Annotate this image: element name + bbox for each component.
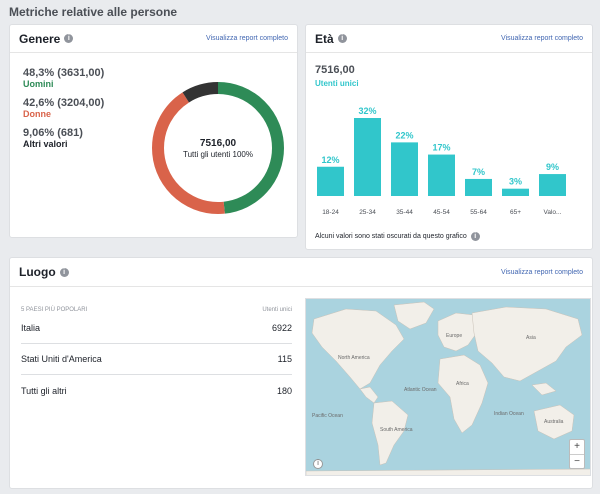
age-total: 7516,00 — [315, 64, 355, 76]
map-zoom-control: + − — [569, 439, 585, 469]
age-bar-label: 12% — [321, 155, 339, 165]
gender-stat-men: 48,3% (3631,00) Uomini — [23, 67, 105, 89]
map-label-asia: Asia — [526, 335, 536, 341]
age-bar-label: 3% — [509, 177, 522, 187]
age-note: Alcuni valori sono stati oscurati da que… — [315, 232, 480, 241]
age-bar-label: 9% — [546, 162, 559, 172]
gender-donut-chart — [152, 82, 284, 214]
age-bar[interactable] — [354, 118, 381, 196]
col-users-header: Utenti unici — [262, 307, 292, 313]
gender-title: Genere i — [19, 32, 74, 46]
age-bar[interactable] — [428, 154, 455, 196]
donut-slice-other[interactable] — [152, 82, 284, 214]
map-label-pacific: Pacific Ocean — [312, 413, 343, 419]
age-bar-label: 7% — [472, 167, 485, 177]
age-bar-label: 22% — [395, 130, 413, 140]
age-bar[interactable] — [317, 166, 344, 196]
age-bar-chart: 12% 18-24 32% 25-34 22% 35-44 17% 45-54 7% 55-64 3… — [317, 106, 566, 216]
map-label-indian: Indian Ocean — [494, 411, 524, 417]
age-bar-label: 32% — [358, 106, 376, 116]
location-card-header: Luogo i Visualizza report completo — [10, 258, 592, 287]
age-tick-label: 65+ — [510, 209, 521, 216]
world-map[interactable]: North America South America Atlantic Oce… — [305, 298, 591, 476]
location-report-link[interactable]: Visualizza report completo — [501, 268, 583, 276]
gender-card: Genere i Visualizza report completo 48,3%… — [9, 24, 298, 238]
age-tick-label: 55-64 — [470, 209, 487, 216]
age-card: Età i Visualizza report completo 7516,00 … — [305, 24, 593, 250]
gender-donut: 7516,00 Tutti gli utenti 100% — [150, 80, 286, 216]
age-tick-label: Valo... — [544, 209, 562, 216]
gender-card-header: Genere i Visualizza report completo — [10, 25, 297, 53]
donut-slice-women[interactable] — [152, 82, 284, 214]
gender-stats: 48,3% (3631,00) Uomini 42,6% (3204,00) D… — [23, 67, 104, 157]
age-tick-label: 18-24 — [322, 209, 339, 216]
table-row: Stati Uniti d'America 115 — [21, 344, 292, 375]
gender-stat-women: 42,6% (3204,00) Donne — [23, 97, 105, 119]
info-icon[interactable]: i — [337, 34, 347, 43]
zoom-out-button[interactable]: − — [570, 454, 584, 468]
age-bar[interactable] — [465, 178, 492, 196]
location-title: Luogo i — [19, 265, 69, 279]
gender-stat-other: 9,06% (681) Altri valori — [23, 127, 83, 149]
map-label-africa: Africa — [456, 381, 469, 387]
info-icon[interactable]: i — [64, 34, 74, 43]
location-card: Luogo i Visualizza report completo 5 PAES… — [9, 257, 593, 489]
table-row: Tutti gli altri 180 — [21, 385, 292, 396]
map-label-north-america: North America — [338, 355, 370, 361]
map-label-europe: Europe — [446, 333, 462, 339]
info-icon[interactable]: i — [59, 267, 69, 277]
age-tick-label: 25-34 — [359, 209, 376, 216]
map-label-australia: Australia — [544, 419, 564, 425]
zoom-in-button[interactable]: + — [574, 441, 580, 452]
location-column-headers: 5 PAESI PIÙ POPOLARI Utenti unici — [21, 307, 292, 313]
col-country-header: 5 PAESI PIÙ POPOLARI — [21, 307, 88, 313]
age-card-header: Età i Visualizza report completo — [306, 25, 592, 53]
table-row: Italia 6922 — [21, 313, 292, 344]
age-tick-label: 45-54 — [433, 209, 450, 216]
info-icon[interactable]: i — [470, 232, 480, 241]
age-bar[interactable] — [502, 188, 529, 196]
world-map-graphic: North America South America Atlantic Oce… — [306, 301, 590, 475]
donut-total: 7516,00 — [199, 137, 237, 149]
age-bar-label: 17% — [432, 143, 450, 153]
donut-subtitle: Tutti gli utenti 100% — [183, 149, 253, 159]
age-subtitle: Utenti unici — [315, 79, 359, 88]
age-bar[interactable] — [391, 142, 418, 196]
age-report-link[interactable]: Visualizza report completo — [501, 35, 583, 42]
age-tick-label: 35-44 — [396, 209, 413, 216]
age-title: Età i — [315, 32, 347, 46]
age-bar[interactable] — [539, 174, 566, 196]
map-label-south-america: South America — [380, 427, 413, 433]
gender-report-link[interactable]: Visualizza report completo — [206, 35, 288, 42]
map-info-icon[interactable]: i — [313, 459, 323, 469]
page-title: Metriche relative alle persone — [9, 5, 178, 19]
map-label-atlantic: Atlantic Ocean — [404, 387, 437, 393]
